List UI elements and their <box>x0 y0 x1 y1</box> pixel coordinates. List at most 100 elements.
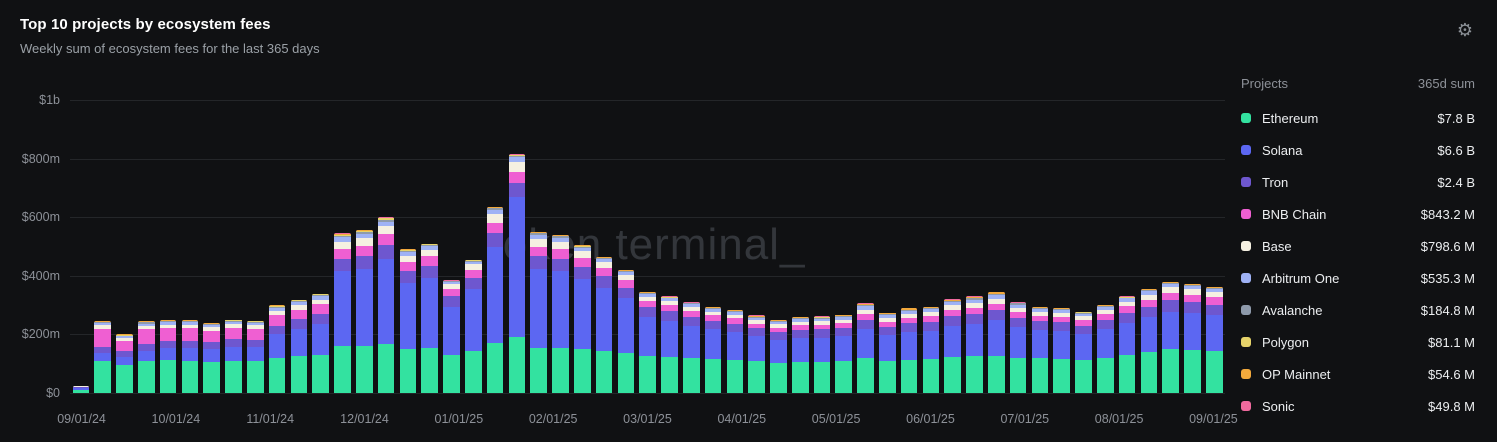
bar-week-17[interactable] <box>443 100 460 393</box>
bar-week-18[interactable] <box>464 100 482 393</box>
legend-row-ethereum[interactable]: Ethereum $7.8 B <box>1241 102 1475 134</box>
legend-row-polygon[interactable]: Polygon $81.1 M <box>1241 326 1475 358</box>
legend-365d-sum: $2.4 B <box>1437 174 1475 190</box>
segment-ethereum <box>290 356 308 393</box>
segment-tron <box>421 265 438 278</box>
segment-arbitrum-one <box>1118 298 1136 302</box>
legend-row-base[interactable]: Base $798.6 M <box>1241 230 1475 262</box>
segment-solana <box>246 347 264 362</box>
segment-ethereum <box>116 365 133 393</box>
bar-week-41[interactable] <box>966 100 983 393</box>
segment-bnb-chain <box>835 323 853 329</box>
legend-row-sonic[interactable]: Sonic $49.8 M <box>1241 390 1475 422</box>
bar-week-27[interactable] <box>661 100 678 393</box>
bar-week-31[interactable] <box>748 100 765 393</box>
legend-project-name: Arbitrum One <box>1262 270 1340 286</box>
segment-ethereum <box>552 348 569 393</box>
bar-week-3[interactable] <box>137 100 155 393</box>
bar-week-49[interactable] <box>1140 100 1158 393</box>
segment-avalanche <box>595 257 613 260</box>
bar-week-29[interactable] <box>704 100 722 393</box>
segment-op-mainnet <box>377 217 395 219</box>
legend-row-avalanche[interactable]: Avalanche $184.8 M <box>1241 294 1475 326</box>
bar-week-28[interactable] <box>682 100 700 393</box>
segment-avalanche <box>573 246 591 248</box>
legend-row-bnb-chain[interactable]: BNB Chain $843.2 M <box>1241 198 1475 230</box>
segment-ethereum <box>443 354 460 393</box>
stacked-bar <box>617 270 635 393</box>
bar-week-14[interactable] <box>377 100 395 393</box>
bar-week-4[interactable] <box>159 100 177 393</box>
legend-365d-sum: $81.1 M <box>1428 334 1475 350</box>
bar-week-37[interactable] <box>879 100 896 393</box>
bar-week-38[interactable] <box>900 100 918 393</box>
segment-avalanche <box>1118 297 1136 299</box>
bar-week-36[interactable] <box>857 100 874 393</box>
bar-week-15[interactable] <box>399 100 417 393</box>
stacked-bar <box>835 314 853 393</box>
bar-week-42[interactable] <box>988 100 1005 393</box>
bar-week-13[interactable] <box>355 100 373 393</box>
segment-base <box>334 241 351 249</box>
segment-solana <box>552 270 569 349</box>
bar-week-48[interactable] <box>1118 100 1136 393</box>
segment-ethereum <box>334 346 351 393</box>
segment-ethereum <box>1031 358 1049 393</box>
bar-week-39[interactable] <box>922 100 940 393</box>
segment-op-mainnet <box>595 257 613 258</box>
bar-week-33[interactable] <box>791 100 809 393</box>
segment-op-mainnet <box>334 233 351 235</box>
segment-avalanche <box>443 281 460 282</box>
segment-arbitrum-one <box>813 318 831 322</box>
bar-week-11[interactable] <box>312 100 329 393</box>
segment-arbitrum-one <box>879 314 896 318</box>
stacked-bar <box>355 230 373 393</box>
bar-week-20[interactable] <box>508 100 526 393</box>
legend-panel: Projects 365d sum Ethereum $7.8 B Solana $6… <box>1235 0 1497 442</box>
legend-row-tron[interactable]: Tron $2.4 B <box>1241 166 1475 198</box>
bar-week-1[interactable] <box>94 100 111 393</box>
bar-week-9[interactable] <box>268 100 286 393</box>
bar-week-6[interactable] <box>203 100 220 393</box>
bar-week-34[interactable] <box>813 100 831 393</box>
bar-week-8[interactable] <box>246 100 264 393</box>
bar-week-26[interactable] <box>639 100 656 393</box>
legend-row-solana[interactable]: Solana $6.6 B <box>1241 134 1475 166</box>
segment-op-mainnet <box>181 320 199 321</box>
bar-week-46[interactable] <box>1075 100 1092 393</box>
bar-week-7[interactable] <box>225 100 242 393</box>
bar-week-23[interactable] <box>573 100 591 393</box>
stacked-bar <box>72 385 90 393</box>
segment-solana <box>791 338 809 363</box>
bar-week-10[interactable] <box>290 100 308 393</box>
bar-week-44[interactable] <box>1031 100 1049 393</box>
segment-arbitrum-one <box>639 294 656 297</box>
legend-row-arbitrum-one[interactable]: Arbitrum One $535.3 M <box>1241 262 1475 294</box>
bar-week-5[interactable] <box>181 100 199 393</box>
bar-week-25[interactable] <box>617 100 635 393</box>
bar-week-35[interactable] <box>835 100 853 393</box>
segment-base <box>813 321 831 325</box>
bar-week-22[interactable] <box>552 100 569 393</box>
bar-week-0[interactable] <box>72 100 90 393</box>
bar-week-51[interactable] <box>1184 100 1201 393</box>
bar-week-40[interactable] <box>944 100 962 393</box>
bar-week-12[interactable] <box>334 100 351 393</box>
legend-row-op-mainnet[interactable]: OP Mainnet $54.6 M <box>1241 358 1475 390</box>
settings-gear-icon[interactable]: ⚙ <box>1456 20 1473 41</box>
bar-week-47[interactable] <box>1097 100 1114 393</box>
segment-tron <box>72 387 90 389</box>
bar-week-30[interactable] <box>726 100 744 393</box>
segment-avalanche <box>312 295 329 297</box>
bar-week-52[interactable] <box>1206 100 1223 393</box>
segment-base <box>900 313 918 318</box>
bar-week-16[interactable] <box>421 100 438 393</box>
bar-week-50[interactable] <box>1162 100 1180 393</box>
bar-week-19[interactable] <box>486 100 504 393</box>
bar-week-21[interactable] <box>530 100 547 393</box>
bar-week-45[interactable] <box>1053 100 1071 393</box>
bar-week-2[interactable] <box>116 100 133 393</box>
bar-week-32[interactable] <box>770 100 787 393</box>
bar-week-24[interactable] <box>595 100 613 393</box>
bar-week-43[interactable] <box>1009 100 1027 393</box>
